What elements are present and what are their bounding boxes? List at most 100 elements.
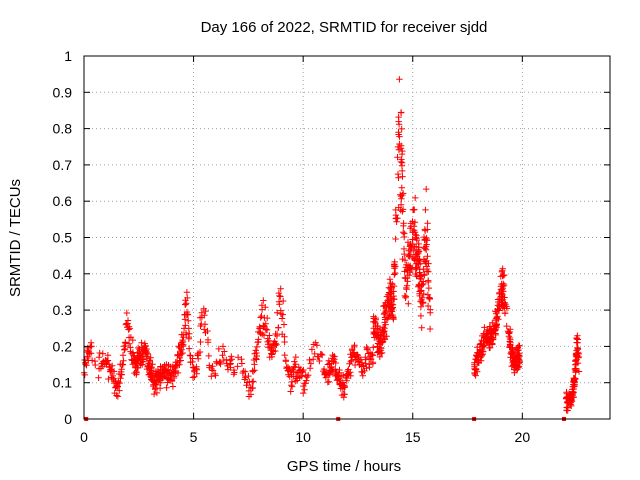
data-point bbox=[382, 309, 389, 316]
data-point bbox=[499, 296, 507, 303]
data-point bbox=[397, 201, 405, 208]
grid-layer bbox=[84, 56, 610, 419]
data-point bbox=[230, 371, 237, 378]
y-tick-label: 0.5 bbox=[53, 230, 73, 246]
data-point bbox=[300, 366, 307, 374]
data-point bbox=[564, 404, 571, 411]
data-point bbox=[507, 354, 514, 361]
data-point bbox=[351, 342, 358, 349]
data-point bbox=[172, 368, 180, 375]
data-point bbox=[389, 280, 396, 288]
data-point bbox=[372, 316, 379, 323]
y-axis-title: SRMTID / TECUs bbox=[7, 179, 24, 297]
data-point bbox=[338, 382, 346, 390]
data-point bbox=[303, 373, 311, 381]
data-point bbox=[405, 252, 412, 259]
data-point bbox=[398, 150, 406, 158]
data-point bbox=[493, 315, 500, 322]
data-point bbox=[379, 327, 386, 334]
data-point bbox=[568, 397, 575, 405]
data-point bbox=[414, 256, 422, 263]
data-point bbox=[253, 356, 260, 363]
data-point bbox=[506, 344, 513, 351]
data-point bbox=[386, 276, 394, 283]
data-point bbox=[109, 372, 116, 380]
data-point bbox=[253, 349, 260, 357]
data-point bbox=[486, 344, 494, 351]
data-point bbox=[478, 342, 485, 350]
data-point bbox=[148, 366, 155, 374]
data-point bbox=[367, 356, 374, 363]
data-point bbox=[384, 297, 391, 304]
data-point bbox=[397, 109, 405, 116]
data-point bbox=[574, 336, 581, 343]
data-point bbox=[474, 349, 482, 356]
data-point bbox=[171, 364, 179, 372]
data-point bbox=[147, 370, 154, 377]
data-point bbox=[196, 314, 204, 321]
data-point bbox=[402, 294, 409, 301]
data-point bbox=[312, 339, 319, 346]
data-point bbox=[204, 336, 212, 344]
data-point bbox=[107, 368, 114, 375]
data-point bbox=[409, 254, 417, 262]
data-point bbox=[290, 363, 298, 370]
data-point bbox=[152, 384, 159, 392]
data-point bbox=[82, 360, 89, 368]
y-tick-label: 0.6 bbox=[53, 193, 73, 209]
data-point bbox=[396, 140, 403, 148]
data-point bbox=[134, 364, 142, 372]
data-point bbox=[280, 321, 288, 328]
data-point bbox=[388, 308, 396, 315]
data-point bbox=[363, 346, 371, 353]
data-point bbox=[197, 338, 204, 346]
data-point bbox=[340, 372, 347, 379]
data-point bbox=[221, 348, 228, 355]
data-point bbox=[417, 312, 425, 320]
data-point bbox=[169, 383, 177, 390]
data-point bbox=[485, 336, 492, 343]
data-point bbox=[413, 265, 420, 272]
data-point bbox=[260, 322, 268, 329]
data-point bbox=[201, 326, 208, 333]
data-point bbox=[124, 320, 131, 327]
data-point bbox=[515, 356, 522, 363]
data-point bbox=[427, 306, 434, 313]
data-point bbox=[399, 208, 406, 215]
data-point bbox=[132, 368, 140, 376]
data-point bbox=[184, 294, 191, 302]
data-point bbox=[142, 342, 149, 349]
data-point bbox=[257, 330, 264, 337]
data-point bbox=[227, 364, 234, 371]
data-point bbox=[336, 366, 343, 374]
data-point bbox=[130, 352, 137, 359]
data-point bbox=[183, 300, 190, 307]
data-point bbox=[170, 368, 177, 376]
data-point bbox=[348, 357, 355, 364]
data-point bbox=[501, 309, 509, 317]
data-point bbox=[256, 323, 263, 330]
data-point bbox=[273, 341, 280, 348]
data-point bbox=[494, 306, 501, 313]
data-point bbox=[99, 350, 106, 357]
data-point bbox=[424, 253, 431, 260]
data-point bbox=[398, 156, 405, 163]
data-point bbox=[280, 297, 287, 305]
data-point bbox=[163, 384, 170, 391]
data-point bbox=[157, 370, 164, 378]
data-point bbox=[374, 340, 382, 347]
data-point bbox=[103, 360, 110, 368]
data-point bbox=[95, 374, 102, 381]
data-point bbox=[491, 327, 499, 334]
data-point bbox=[153, 389, 161, 397]
data-point bbox=[180, 342, 187, 350]
data-point bbox=[508, 363, 515, 370]
data-point bbox=[193, 363, 200, 370]
data-point bbox=[135, 352, 143, 359]
data-point bbox=[279, 331, 286, 338]
data-point bbox=[495, 307, 503, 314]
data-point bbox=[573, 347, 580, 354]
data-point bbox=[150, 390, 158, 398]
data-point bbox=[187, 358, 194, 366]
data-point bbox=[514, 366, 521, 373]
